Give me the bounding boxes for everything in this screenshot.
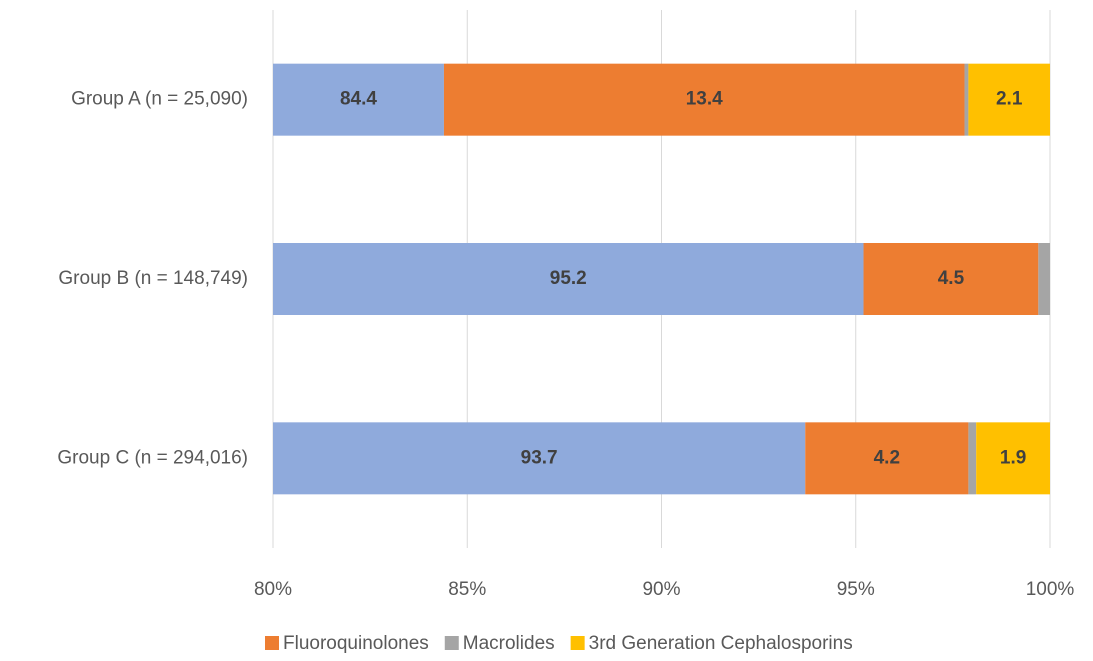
data-label: 93.7 xyxy=(521,447,558,468)
x-tick-label: 100% xyxy=(1026,579,1075,600)
data-label: 2.1 xyxy=(996,89,1023,110)
legend-swatch xyxy=(444,636,459,650)
y-tick-label: Group C (n = 294,016) xyxy=(57,447,248,468)
y-tick-label: Group A (n = 25,090) xyxy=(71,89,248,110)
x-tick-label: 90% xyxy=(642,579,680,600)
bar-segment xyxy=(443,63,965,136)
data-label: 84.4 xyxy=(340,89,377,110)
bar-segment xyxy=(976,422,1050,495)
legend-label: 3rd Generation Cephalosporins xyxy=(589,633,853,654)
bar-segment xyxy=(273,243,864,315)
bar-segment xyxy=(968,422,977,495)
x-tick-label: 95% xyxy=(837,579,875,600)
legend-swatch xyxy=(570,636,585,650)
x-tick-label: 80% xyxy=(254,579,292,600)
bar-segment xyxy=(805,422,969,495)
data-label: 4.5 xyxy=(938,268,965,289)
data-label: 95.2 xyxy=(550,268,587,289)
legend-label: Macrolides xyxy=(463,633,555,654)
bar-segment xyxy=(1038,243,1050,315)
legend-swatch xyxy=(265,636,279,650)
x-tick-label: 85% xyxy=(448,579,486,600)
y-tick-label: Group B (n = 148,749) xyxy=(58,268,248,289)
bar-segment xyxy=(968,63,1050,136)
data-label: 4.2 xyxy=(874,447,900,468)
bar-segment xyxy=(273,422,806,495)
legend-label: Fluoroquinolones xyxy=(283,633,429,654)
data-label: 13.4 xyxy=(686,89,723,110)
bar-segment xyxy=(273,63,444,136)
bar-segment xyxy=(863,243,1039,315)
bar-segment xyxy=(964,63,969,136)
data-label: 1.9 xyxy=(1000,447,1026,468)
